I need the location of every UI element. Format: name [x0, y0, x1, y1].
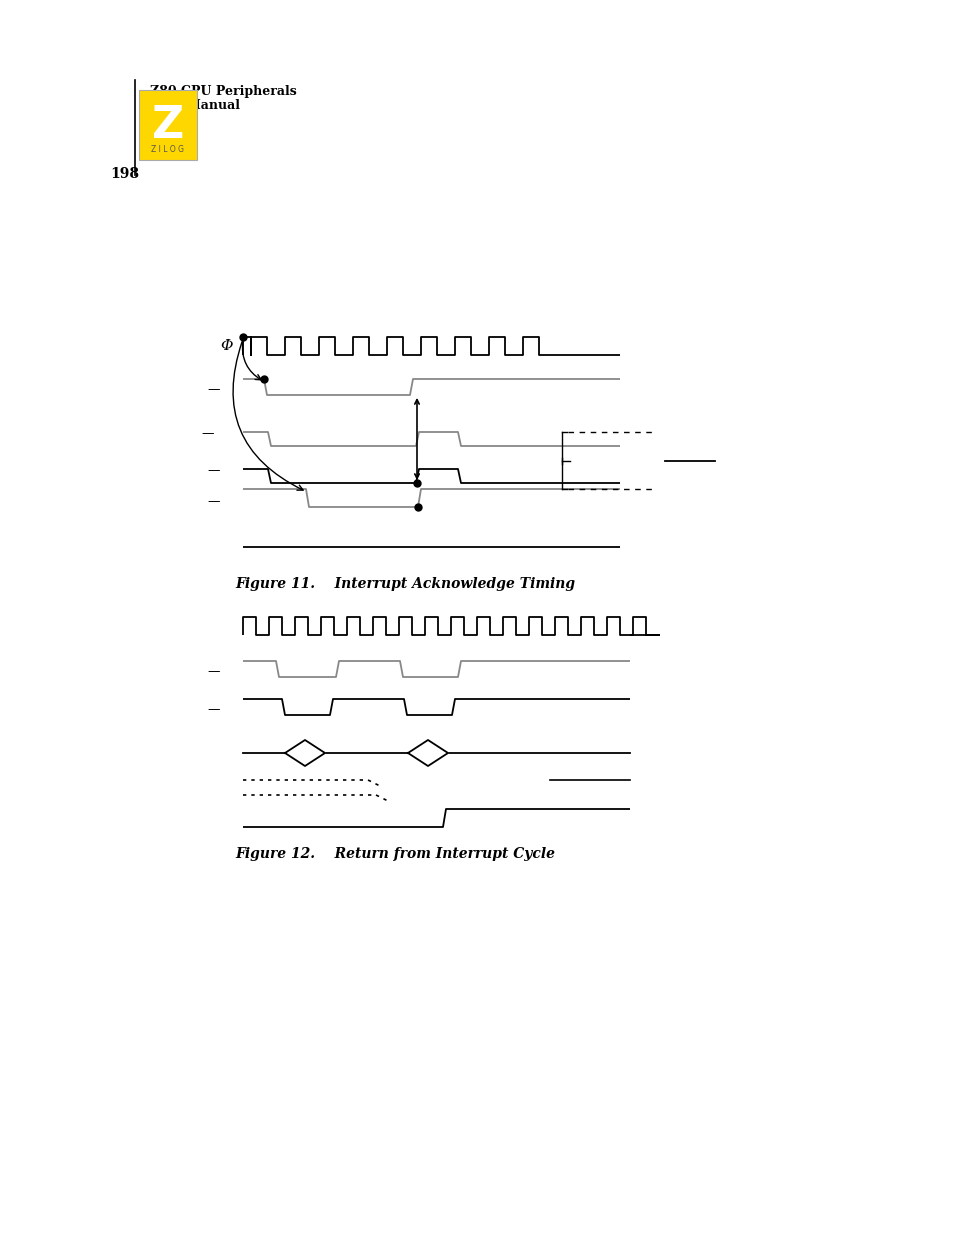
Text: —: —: [208, 704, 220, 716]
Text: —: —: [208, 464, 220, 478]
Text: —: —: [208, 666, 220, 678]
Text: Figure 11.    Interrupt Acknowledge Timing: Figure 11. Interrupt Acknowledge Timing: [234, 577, 575, 592]
Text: —: —: [201, 427, 213, 441]
Text: 198: 198: [110, 167, 139, 182]
Text: Φ: Φ: [220, 338, 233, 353]
Text: —: —: [208, 495, 220, 509]
Text: —: —: [208, 384, 220, 396]
Polygon shape: [285, 740, 325, 766]
Text: Z: Z: [152, 104, 184, 147]
Text: Z I L O G: Z I L O G: [152, 144, 184, 153]
Polygon shape: [408, 740, 448, 766]
Text: Figure 12.    Return from Interrupt Cycle: Figure 12. Return from Interrupt Cycle: [234, 847, 555, 861]
Text: Z80 CPU Peripherals: Z80 CPU Peripherals: [150, 85, 296, 98]
Text: User Manual: User Manual: [150, 99, 240, 112]
